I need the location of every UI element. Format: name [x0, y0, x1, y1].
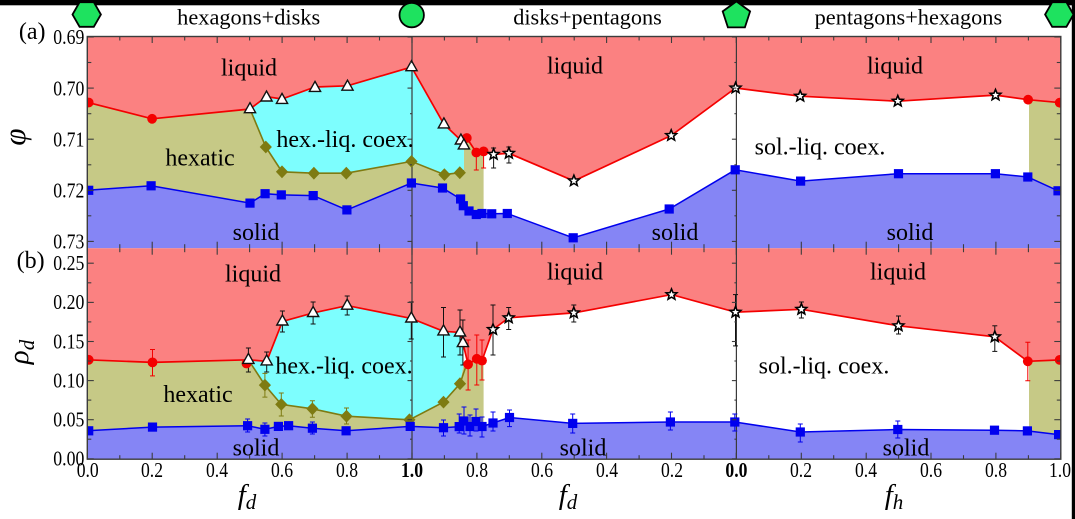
svg-text:ρd: ρd: [3, 339, 39, 365]
svg-text:disks+pentagons: disks+pentagons: [513, 5, 662, 30]
svg-text:liquid: liquid: [547, 54, 603, 80]
svg-text:0.20: 0.20: [53, 290, 84, 314]
svg-text:0.8: 0.8: [466, 458, 488, 482]
svg-text:0.73: 0.73: [53, 229, 84, 253]
svg-text:0.2: 0.2: [661, 458, 683, 482]
svg-text:0.2: 0.2: [790, 458, 812, 482]
svg-text:0.0: 0.0: [725, 458, 747, 482]
svg-text:0.6: 0.6: [531, 458, 553, 482]
svg-text:0.8: 0.8: [336, 458, 358, 482]
svg-text:1.0: 1.0: [1049, 458, 1071, 482]
svg-text:0.00: 0.00: [53, 447, 84, 471]
svg-text:0.25: 0.25: [53, 251, 84, 275]
svg-text:0.2: 0.2: [141, 458, 163, 482]
svg-text:solid: solid: [560, 436, 607, 462]
svg-text:liquid: liquid: [225, 262, 281, 288]
svg-text:(b): (b): [17, 248, 45, 274]
svg-text:0.6: 0.6: [920, 458, 942, 482]
svg-text:1.0: 1.0: [401, 458, 423, 482]
svg-text:0.72: 0.72: [53, 178, 84, 202]
svg-text:hexatic: hexatic: [163, 382, 232, 408]
svg-text:hexatic: hexatic: [165, 146, 234, 172]
svg-text:liquid: liquid: [867, 54, 923, 80]
svg-text:0.8: 0.8: [985, 458, 1007, 482]
svg-text:φ: φ: [0, 128, 32, 145]
svg-text:solid: solid: [652, 220, 699, 246]
svg-text:pentagons+hexagons: pentagons+hexagons: [815, 5, 1003, 30]
svg-text:0.10: 0.10: [53, 369, 84, 393]
svg-text:0.0: 0.0: [77, 458, 99, 482]
svg-text:0.4: 0.4: [596, 458, 618, 482]
svg-text:0.6: 0.6: [271, 458, 293, 482]
svg-text:solid: solid: [233, 220, 280, 246]
svg-text:hex.-liq. coex.: hex.-liq. coex.: [276, 127, 413, 153]
svg-text:liquid: liquid: [547, 260, 603, 286]
svg-text:liquid: liquid: [221, 56, 277, 82]
svg-text:0.4: 0.4: [855, 458, 877, 482]
svg-text:0.70: 0.70: [53, 76, 84, 100]
svg-text:solid: solid: [883, 436, 930, 462]
svg-text:hex.-liq. coex.: hex.-liq. coex.: [275, 354, 412, 380]
svg-text:sol.-liq. coex.: sol.-liq. coex.: [755, 135, 886, 161]
svg-text:solid: solid: [887, 220, 934, 246]
svg-text:liquid: liquid: [870, 260, 926, 286]
svg-text:hexagons+disks: hexagons+disks: [177, 5, 320, 30]
svg-text:0.71: 0.71: [53, 127, 84, 151]
svg-text:solid: solid: [233, 436, 280, 462]
svg-text:0.69: 0.69: [53, 25, 84, 49]
svg-text:0.05: 0.05: [53, 408, 84, 432]
svg-text:0.4: 0.4: [206, 458, 228, 482]
svg-text:sol.-liq. coex.: sol.-liq. coex.: [759, 354, 890, 380]
svg-text:0.15: 0.15: [53, 329, 84, 353]
svg-text:(a): (a): [19, 19, 46, 45]
